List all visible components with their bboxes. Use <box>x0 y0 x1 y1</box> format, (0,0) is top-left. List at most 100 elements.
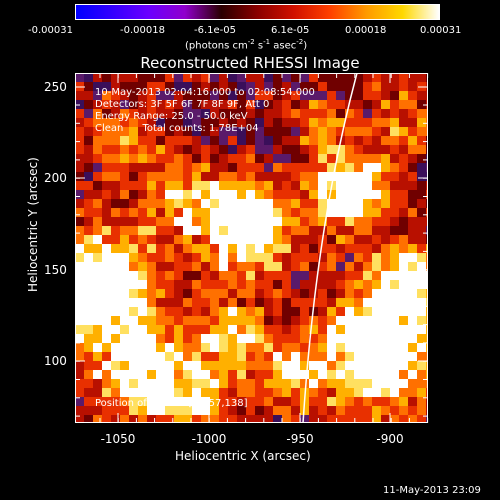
image-pixel <box>363 82 373 92</box>
image-pixel <box>219 370 229 380</box>
image-pixel <box>363 307 373 317</box>
image-pixel <box>192 199 202 209</box>
image-pixel <box>183 262 193 272</box>
image-pixel <box>372 136 382 146</box>
image-pixel <box>255 307 265 317</box>
image-pixel <box>228 145 238 155</box>
image-pixel <box>147 379 157 389</box>
image-pixel <box>228 325 238 335</box>
image-pixel <box>237 307 247 317</box>
image-pixel <box>255 244 265 254</box>
image-pixel <box>327 316 337 326</box>
image-pixel <box>111 100 121 110</box>
image-pixel <box>246 91 256 101</box>
image-pixel <box>75 280 85 290</box>
image-pixel <box>156 199 166 209</box>
image-pixel <box>138 289 148 299</box>
image-pixel <box>147 325 157 335</box>
image-pixel <box>84 172 94 182</box>
image-pixel <box>111 163 121 173</box>
image-pixel <box>291 415 301 423</box>
image-pixel <box>408 397 418 407</box>
image-pixel <box>120 226 130 236</box>
image-pixel <box>156 316 166 326</box>
image-pixel <box>300 109 310 119</box>
image-pixel <box>309 244 319 254</box>
image-pixel <box>327 208 337 218</box>
image-pixel <box>219 388 229 398</box>
image-pixel <box>129 388 139 398</box>
image-pixel <box>408 190 418 200</box>
image-pixel <box>174 109 184 119</box>
y-tick-label: 250 <box>44 80 67 94</box>
image-pixel <box>372 415 382 423</box>
image-pixel <box>183 199 193 209</box>
image-pixel <box>399 181 409 191</box>
image-pixel <box>363 388 373 398</box>
image-pixel <box>120 361 130 371</box>
image-pixel <box>210 181 220 191</box>
image-pixel <box>309 280 319 290</box>
image-pixel <box>390 145 400 155</box>
image-pixel <box>273 244 283 254</box>
image-pixel <box>120 91 130 101</box>
image-pixel <box>219 109 229 119</box>
image-pixel <box>111 325 121 335</box>
image-pixel <box>318 361 328 371</box>
image-pixel <box>129 334 139 344</box>
image-pixel <box>273 226 283 236</box>
image-pixel <box>228 127 238 137</box>
image-pixel <box>111 343 121 353</box>
image-pixel <box>300 127 310 137</box>
image-pixel <box>399 361 409 371</box>
energy-range-label: Energy Range: 25.0 - 50.0 keV <box>95 111 248 122</box>
image-pixel <box>174 136 184 146</box>
image-pixel <box>318 154 328 164</box>
image-pixel <box>291 388 301 398</box>
image-pixel <box>75 127 85 137</box>
image-pixel <box>327 109 337 119</box>
image-pixel <box>381 154 391 164</box>
image-pixel <box>273 406 283 416</box>
image-pixel <box>255 82 265 92</box>
image-pixel <box>372 379 382 389</box>
image-pixel <box>309 388 319 398</box>
image-pixel <box>363 316 373 326</box>
image-pixel <box>129 208 139 218</box>
image-pixel <box>381 271 391 281</box>
image-pixel <box>138 370 148 380</box>
image-pixel <box>390 334 400 344</box>
image-pixel <box>273 172 283 182</box>
image-pixel <box>327 91 337 101</box>
image-pixel <box>138 307 148 317</box>
image-pixel <box>210 307 220 317</box>
image-pixel <box>390 136 400 146</box>
image-pixel <box>264 208 274 218</box>
image-pixel <box>363 145 373 155</box>
image-pixel <box>183 307 193 317</box>
image-pixel <box>93 343 103 353</box>
image-pixel <box>327 235 337 245</box>
image-pixel <box>291 379 301 389</box>
image-pixel <box>390 91 400 101</box>
image-pixel <box>417 361 427 371</box>
image-pixel <box>165 343 175 353</box>
image-pixel <box>219 325 229 335</box>
image-pixel <box>138 352 148 362</box>
image-pixel <box>138 217 148 227</box>
image-pixel <box>129 190 139 200</box>
image-pixel <box>300 73 310 83</box>
image-pixel <box>174 415 184 423</box>
image-pixel <box>75 271 85 281</box>
image-pixel <box>408 262 418 272</box>
image-pixel <box>228 226 238 236</box>
image-pixel <box>237 91 247 101</box>
image-pixel <box>372 163 382 173</box>
image-pixel <box>300 352 310 362</box>
image-pixel <box>129 163 139 173</box>
image-pixel <box>156 280 166 290</box>
image-pixel <box>372 190 382 200</box>
image-pixel <box>417 325 427 335</box>
image-pixel <box>219 271 229 281</box>
image-pixel <box>165 226 175 236</box>
